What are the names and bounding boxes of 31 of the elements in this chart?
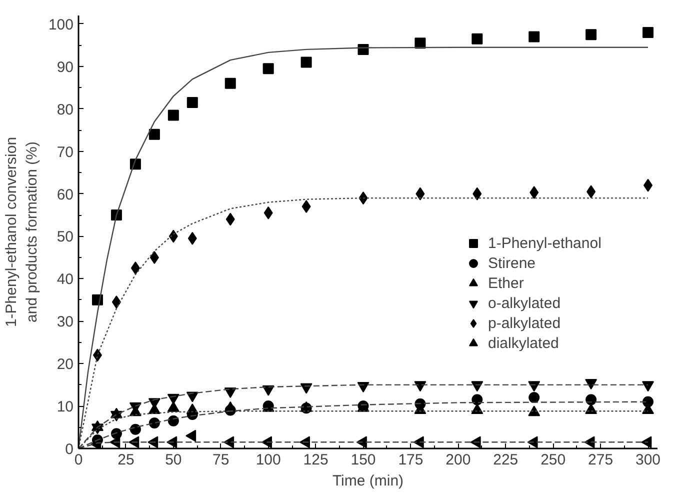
legend-label: p-alkylated	[488, 314, 561, 332]
x-tick-label: 250	[540, 452, 566, 468]
y-tick-label: 40	[56, 271, 74, 288]
x-tick-label: 200	[446, 452, 471, 468]
x-tick-label: 175	[398, 452, 424, 468]
legend-label: o-alkylated	[488, 294, 561, 312]
x-tick-label: 150	[350, 452, 376, 468]
legend-label: dialkylated	[488, 334, 559, 352]
y-tick-label: 0	[65, 441, 74, 458]
x-axis-title: Time (min)	[332, 472, 404, 490]
x-tick-label: 125	[303, 452, 328, 468]
y-tick-label: 30	[56, 314, 74, 331]
y-tick-label: 90	[56, 58, 74, 76]
legend-label: Ether	[488, 274, 524, 292]
y-tick-label: 50	[56, 228, 74, 246]
y-tick-label: 20	[56, 356, 74, 374]
y-tick-label: 100	[48, 16, 74, 34]
x-tick-label: 100	[256, 452, 281, 468]
y-tick-label: 10	[56, 398, 74, 416]
x-tick-label: 300	[635, 452, 661, 468]
y-axis-title: 1-Phenyl-ethanol conversion and products formation (%)	[3, 136, 40, 328]
x-tick-label: 25	[118, 452, 134, 468]
legend-label: Stirene	[488, 254, 536, 272]
x-tick-label: 275	[588, 452, 614, 468]
y-tick-label: 60	[56, 186, 74, 204]
y-tick-label: 70	[56, 144, 74, 161]
x-tick-label: 50	[165, 452, 182, 468]
x-tick-label: 225	[493, 452, 518, 468]
legend-label: 1-Phenyl-ethanol	[488, 234, 602, 252]
y-tick-label: 80	[56, 101, 74, 118]
x-tick-label: 75	[212, 452, 230, 468]
